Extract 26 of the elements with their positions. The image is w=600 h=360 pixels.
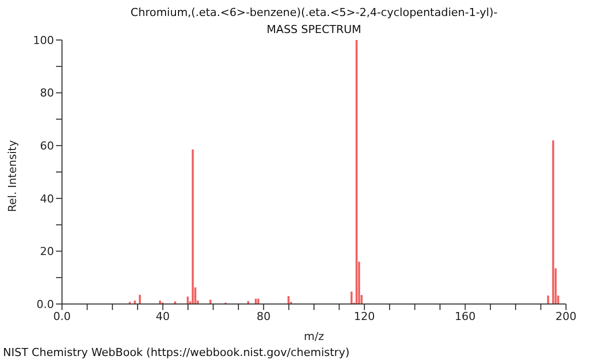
bar	[547, 296, 550, 304]
y-axis-title: Rel. Intensity	[6, 140, 19, 212]
y-tick-label: 80	[40, 86, 54, 100]
x-tick-label: 120	[354, 310, 375, 323]
x-tick-label: 80	[256, 310, 271, 323]
bar	[288, 296, 290, 304]
bar	[350, 292, 353, 304]
bar	[257, 298, 260, 304]
bar	[186, 296, 189, 304]
y-tick-label: 40	[40, 192, 54, 206]
y-tick-label: 20	[40, 245, 54, 258]
x-tick-label: 200	[556, 310, 576, 323]
text: NIST Chemistry WebBook (https://webbook.nist.gov/chemistry)	[3, 346, 350, 359]
chart-subtitle: MASS SPECTRUM	[266, 23, 362, 36]
chart-title: Chromium,(.eta.<6>-benzene)(.eta.<5>-2,4-cyclopentadien-1-yl)-	[130, 6, 498, 19]
x-tick-label: 160	[454, 310, 476, 323]
bar	[192, 150, 194, 304]
x-tick-label: 0.0	[53, 310, 71, 323]
y-tick-label: 0.0	[36, 298, 54, 311]
x-axis-title: m/z	[304, 330, 324, 343]
y-tick-label: 100	[33, 34, 54, 47]
bar	[356, 40, 358, 304]
x-tick-label: 40	[156, 310, 170, 323]
bar	[552, 140, 554, 304]
bar	[138, 294, 141, 304]
y-tick-label: 60	[40, 140, 54, 153]
